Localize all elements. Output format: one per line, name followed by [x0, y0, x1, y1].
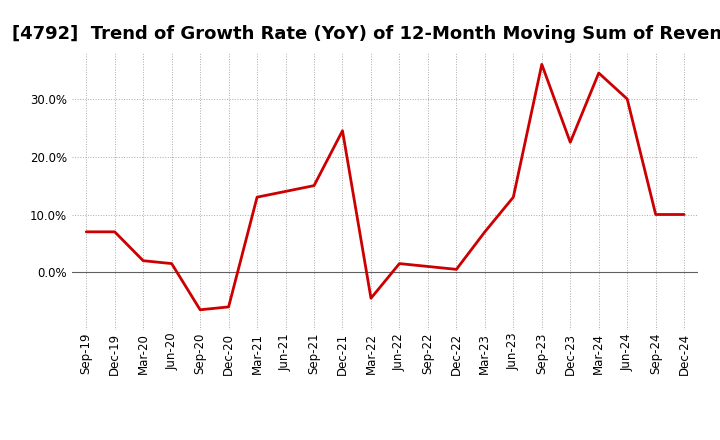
- Title: [4792]  Trend of Growth Rate (YoY) of 12-Month Moving Sum of Revenues: [4792] Trend of Growth Rate (YoY) of 12-…: [12, 25, 720, 43]
